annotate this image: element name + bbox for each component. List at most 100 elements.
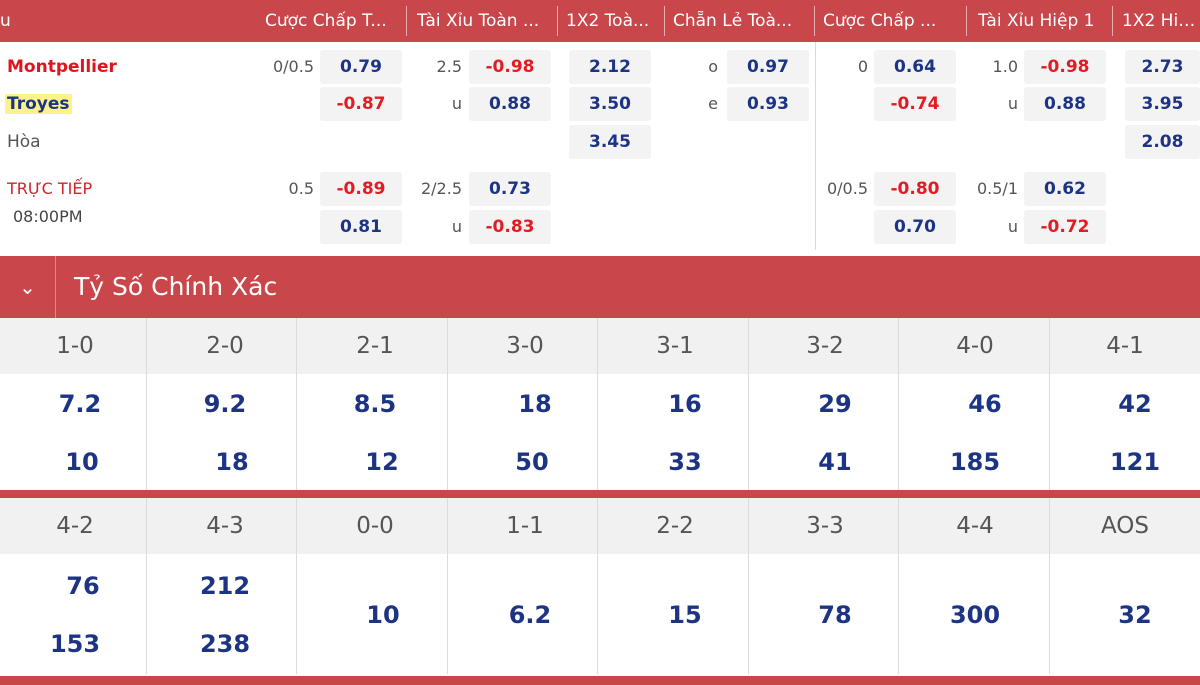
live-status: TRỰC TIẾP [7, 179, 93, 198]
score-odds-home[interactable]: 8.5 [353, 390, 397, 418]
chevron-down-icon[interactable]: ⌄ [0, 256, 56, 318]
header-col-h1-handicap[interactable]: Cược Chấp ... [823, 11, 937, 31]
grid-divider [1049, 498, 1050, 674]
score-label: 4-0 [956, 333, 994, 359]
header-col-event[interactable]: u [0, 11, 11, 31]
score-odds-away[interactable]: 18 [215, 448, 249, 476]
score-odds-away[interactable]: 50 [515, 448, 549, 476]
alt-h1-handicap-away-odds[interactable]: 0.70 [874, 210, 956, 244]
score-odds-single[interactable]: 32 [1118, 601, 1152, 629]
score-odds-away[interactable]: 33 [668, 448, 702, 476]
score-odds-away[interactable]: 238 [199, 630, 251, 658]
alt-h1-under-label: u [1007, 217, 1018, 236]
score-odds-away[interactable]: 41 [818, 448, 852, 476]
score-odds-home[interactable]: 212 [199, 572, 251, 600]
grid-divider [597, 498, 598, 674]
h1-overunder-line: 1.0 [992, 57, 1018, 76]
score-odds-home[interactable]: 29 [818, 390, 852, 418]
score-odds-home[interactable]: 42 [1118, 390, 1152, 418]
score-label: 2-1 [356, 333, 394, 359]
away-team[interactable]: Troyes [5, 94, 72, 114]
grid-divider [748, 318, 749, 490]
h1-handicap-away-odds[interactable]: -0.74 [874, 87, 956, 121]
ft-handicap-home-odds[interactable]: 0.79 [320, 50, 402, 84]
alt-ft-overunder-line: 2/2.5 [420, 179, 462, 198]
score-odds-home[interactable]: 9.2 [203, 390, 247, 418]
score-header-row: 1-0 2-0 2-1 3-0 3-1 3-2 4-0 4-1 [0, 318, 1200, 374]
score-odds-single[interactable]: 300 [949, 601, 1001, 629]
h1-handicap-home-odds[interactable]: 0.64 [874, 50, 956, 84]
ft-1x2-draw-odds[interactable]: 3.45 [569, 125, 651, 159]
alt-ft-over-odds[interactable]: 0.73 [469, 172, 551, 206]
alt-h1-under-odds[interactable]: -0.72 [1024, 210, 1106, 244]
score-odds-single[interactable]: 6.2 [508, 601, 552, 629]
score-odds-single[interactable]: 15 [668, 601, 702, 629]
ft-handicap-line: 0/0.5 [272, 57, 314, 76]
alt-h1-handicap-home-odds[interactable]: -0.80 [874, 172, 956, 206]
alt-ft-handicap-away-odds[interactable]: 0.81 [320, 210, 402, 244]
alt-h1-overunder-line: 0.5/1 [976, 179, 1018, 198]
header-col-ft-handicap[interactable]: Cược Chấp T... [265, 11, 387, 31]
header-col-ft-1x2[interactable]: 1X2 Toà... [566, 11, 650, 31]
ft-1x2-away-odds[interactable]: 3.50 [569, 87, 651, 121]
grid-divider [447, 318, 448, 490]
score-label: 2-2 [656, 513, 694, 539]
alt-ft-under-label: u [451, 217, 462, 236]
header-divider [557, 6, 558, 36]
ft-over-odds[interactable]: -0.98 [469, 50, 551, 84]
h1-over-odds[interactable]: -0.98 [1024, 50, 1106, 84]
header-col-ft-oddeven[interactable]: Chẵn Lẻ Toà... [673, 11, 793, 31]
alt-h1-handicap-line: 0/0.5 [826, 179, 868, 198]
header-divider [406, 6, 407, 36]
grid-separator [0, 676, 1200, 685]
ft-under-label: u [451, 94, 462, 113]
h1-1x2-home-odds[interactable]: 2.73 [1125, 50, 1200, 84]
ft-handicap-away-odds[interactable]: -0.87 [320, 87, 402, 121]
ft-1x2-home-odds[interactable]: 2.12 [569, 50, 651, 84]
score-odds-single[interactable]: 10 [366, 601, 400, 629]
h1-handicap-line: 0 [857, 57, 868, 76]
score-odds-away[interactable]: 153 [49, 630, 101, 658]
score-label: 1-1 [506, 513, 544, 539]
home-team[interactable]: Montpellier [7, 57, 117, 77]
header-col-ft-overunder[interactable]: Tài Xỉu Toàn ... [417, 11, 540, 31]
alt-ft-under-odds[interactable]: -0.83 [469, 210, 551, 244]
ft-under-odds[interactable]: 0.88 [469, 87, 551, 121]
alt-h1-over-odds[interactable]: 0.62 [1024, 172, 1106, 206]
score-odds-home[interactable]: 46 [968, 390, 1002, 418]
score-odds-single[interactable]: 78 [818, 601, 852, 629]
header-col-h1-overunder[interactable]: Tài Xỉu Hiệp 1 [978, 11, 1095, 31]
grid-divider [597, 318, 598, 490]
score-odds-home[interactable]: 76 [66, 572, 100, 600]
grid-divider [296, 318, 297, 490]
ft-odd-odds[interactable]: 0.97 [727, 50, 809, 84]
score-odds-away[interactable]: 121 [1109, 448, 1161, 476]
score-odds-away[interactable]: 185 [949, 448, 1001, 476]
correct-score-section-bar[interactable]: ⌄ Tỷ Số Chính Xác [0, 256, 1200, 318]
score-odds-away[interactable]: 10 [65, 448, 99, 476]
grid-separator [0, 490, 1200, 498]
h1-1x2-draw-odds[interactable]: 2.08 [1125, 125, 1200, 159]
score-label: 4-2 [56, 513, 94, 539]
h1-under-odds[interactable]: 0.88 [1024, 87, 1106, 121]
score-odds-away[interactable]: 12 [365, 448, 399, 476]
score-label: AOS [1100, 513, 1150, 539]
score-odds-home[interactable]: 7.2 [58, 390, 102, 418]
score-header-row: 4-2 4-3 0-0 1-1 2-2 3-3 4-4 AOS [0, 498, 1200, 554]
score-odds-home[interactable]: 18 [518, 390, 552, 418]
score-label: 3-3 [806, 513, 844, 539]
score-label: 4-1 [1106, 333, 1144, 359]
header-divider [664, 6, 665, 36]
correct-score-grid-2: 4-2 4-3 0-0 1-1 2-2 3-3 4-4 AOS 76 212 1… [0, 498, 1200, 674]
correct-score-grid-1: 1-0 2-0 2-1 3-0 3-1 3-2 4-0 4-1 7.2 9.2 … [0, 318, 1200, 490]
alt-ft-handicap-line: 0.5 [288, 179, 314, 198]
grid-divider [296, 498, 297, 674]
alt-ft-handicap-home-odds[interactable]: -0.89 [320, 172, 402, 206]
grid-divider [898, 318, 899, 490]
header-col-h1-1x2[interactable]: 1X2 Hiệ... [1122, 11, 1200, 31]
h1-1x2-away-odds[interactable]: 3.95 [1125, 87, 1200, 121]
ft-even-odds[interactable]: 0.93 [727, 87, 809, 121]
ft-h1-divider [815, 42, 816, 250]
ft-even-label: e [708, 94, 718, 113]
score-odds-home[interactable]: 16 [668, 390, 702, 418]
